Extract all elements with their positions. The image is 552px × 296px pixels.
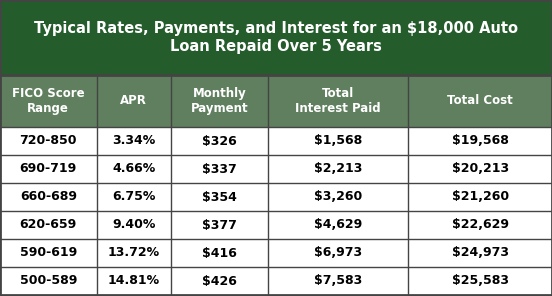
Text: FICO Score
Range: FICO Score Range: [12, 87, 84, 115]
Text: 9.40%: 9.40%: [112, 218, 156, 231]
Text: $7,583: $7,583: [314, 274, 362, 287]
Text: $426: $426: [202, 274, 237, 287]
Text: 13.72%: 13.72%: [108, 247, 160, 260]
Text: 590-619: 590-619: [20, 247, 77, 260]
Text: APR: APR: [120, 94, 147, 107]
Bar: [0, 75, 97, 127]
Bar: [171, 155, 268, 183]
Bar: [0, 127, 97, 155]
Text: $6,973: $6,973: [314, 247, 362, 260]
Bar: [0, 211, 97, 239]
Bar: [0, 155, 97, 183]
Bar: [268, 183, 408, 211]
Text: $416: $416: [202, 247, 237, 260]
Text: 500-589: 500-589: [20, 274, 77, 287]
Text: $377: $377: [202, 218, 237, 231]
Text: 690-719: 690-719: [20, 163, 77, 176]
Text: $24,973: $24,973: [452, 247, 509, 260]
Bar: [97, 239, 171, 267]
Bar: [268, 155, 408, 183]
Text: $20,213: $20,213: [452, 163, 509, 176]
Bar: [171, 183, 268, 211]
Text: $2,213: $2,213: [314, 163, 362, 176]
Bar: [171, 211, 268, 239]
Bar: [97, 75, 171, 127]
Bar: [408, 183, 552, 211]
Bar: [268, 211, 408, 239]
Text: $3,260: $3,260: [314, 191, 362, 204]
Bar: [0, 239, 97, 267]
Bar: [0, 183, 97, 211]
Text: Total Cost: Total Cost: [447, 94, 513, 107]
Bar: [171, 239, 268, 267]
Text: $25,583: $25,583: [452, 274, 509, 287]
Text: Monthly
Payment: Monthly Payment: [190, 87, 248, 115]
Bar: [97, 155, 171, 183]
Text: $19,568: $19,568: [452, 134, 509, 147]
Bar: [408, 155, 552, 183]
Text: Total
Interest Paid: Total Interest Paid: [295, 87, 381, 115]
Text: $354: $354: [202, 191, 237, 204]
Text: $4,629: $4,629: [314, 218, 362, 231]
Bar: [408, 75, 552, 127]
Text: 6.75%: 6.75%: [112, 191, 156, 204]
Text: 620-659: 620-659: [20, 218, 77, 231]
Text: $21,260: $21,260: [452, 191, 509, 204]
Bar: [171, 267, 268, 295]
Bar: [97, 127, 171, 155]
Text: $337: $337: [202, 163, 237, 176]
Bar: [268, 127, 408, 155]
Bar: [408, 267, 552, 295]
Bar: [268, 267, 408, 295]
Text: $326: $326: [202, 134, 237, 147]
Bar: [171, 75, 268, 127]
Text: 660-689: 660-689: [20, 191, 77, 204]
Bar: [0, 267, 97, 295]
Bar: [97, 267, 171, 295]
Text: $22,629: $22,629: [452, 218, 509, 231]
Bar: [408, 211, 552, 239]
Bar: [408, 239, 552, 267]
Text: 3.34%: 3.34%: [112, 134, 156, 147]
Bar: [0, 0, 552, 75]
Bar: [171, 127, 268, 155]
Text: 4.66%: 4.66%: [112, 163, 156, 176]
Bar: [268, 239, 408, 267]
Text: 720-850: 720-850: [19, 134, 77, 147]
Bar: [97, 211, 171, 239]
Text: Typical Rates, Payments, and Interest for an $18,000 Auto
Loan Repaid Over 5 Yea: Typical Rates, Payments, and Interest fo…: [34, 21, 518, 54]
Bar: [408, 127, 552, 155]
Bar: [268, 75, 408, 127]
Text: 14.81%: 14.81%: [108, 274, 160, 287]
Bar: [97, 183, 171, 211]
Text: $1,568: $1,568: [314, 134, 362, 147]
